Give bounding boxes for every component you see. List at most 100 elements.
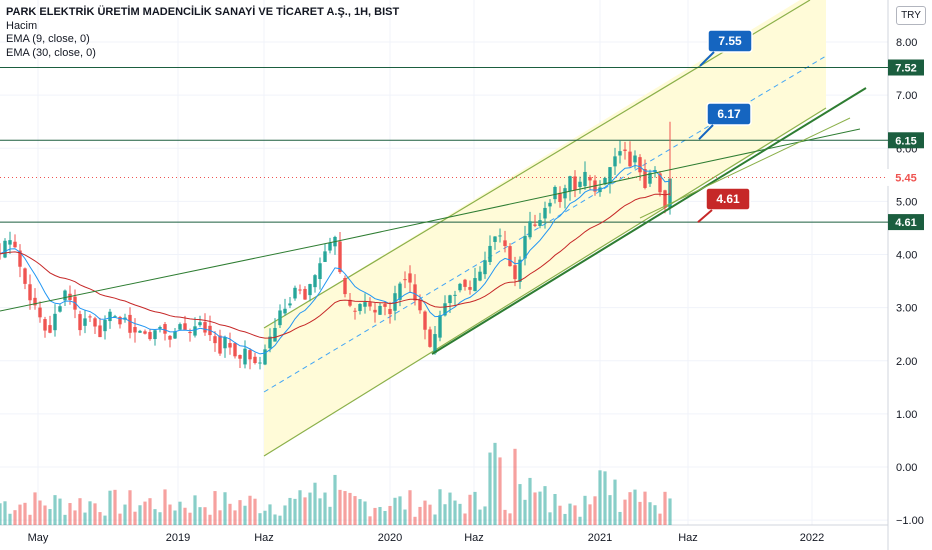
callout-pointer bbox=[699, 51, 715, 67]
volume-bar bbox=[163, 489, 167, 525]
candle-body bbox=[638, 157, 642, 173]
price-label-text: 4.61 bbox=[895, 217, 916, 229]
time-tick-label: Haz bbox=[254, 532, 274, 544]
candle-body bbox=[113, 316, 117, 318]
candle-body bbox=[613, 156, 617, 167]
volume-bar bbox=[543, 486, 547, 525]
volume-bar bbox=[498, 457, 502, 525]
volume-bar bbox=[183, 507, 187, 525]
price-label-text: 7.52 bbox=[895, 63, 916, 75]
volume-bar bbox=[663, 491, 667, 525]
volume-bar bbox=[153, 509, 157, 525]
candle-body bbox=[428, 329, 432, 347]
candle-body bbox=[543, 207, 547, 219]
price-label-5.45: 5.45 bbox=[887, 168, 925, 186]
volume-bar bbox=[388, 505, 392, 525]
volume-bar bbox=[433, 514, 437, 525]
price-label-bg bbox=[887, 168, 925, 186]
volume-bar bbox=[208, 514, 212, 525]
candle-body bbox=[513, 265, 517, 280]
volume-bar bbox=[573, 505, 577, 525]
volume-bar bbox=[488, 452, 492, 525]
volume-bar bbox=[238, 500, 242, 525]
price-label-text: 5.45 bbox=[895, 172, 916, 184]
volume-bar bbox=[478, 509, 482, 525]
candle-body bbox=[183, 323, 187, 330]
callout-label: 6.17 bbox=[717, 107, 741, 121]
indicator-ema30[interactable]: EMA (30, close, 0) bbox=[6, 46, 96, 59]
volume-bar bbox=[213, 491, 217, 525]
candle-body bbox=[328, 242, 332, 251]
candle-body bbox=[98, 325, 102, 338]
candle-body bbox=[343, 277, 347, 295]
horizontal-levels bbox=[0, 67, 888, 223]
price-label-6.15: 6.15 bbox=[888, 132, 924, 149]
volume-bar bbox=[398, 496, 402, 525]
candle-body bbox=[608, 167, 612, 184]
volume-bar bbox=[148, 498, 152, 525]
volume-bar bbox=[83, 512, 87, 525]
candle-body bbox=[438, 315, 442, 338]
callout-box bbox=[705, 187, 751, 211]
price-label-4.61: 4.61 bbox=[888, 214, 924, 231]
volume-bar bbox=[368, 516, 372, 525]
candle-body bbox=[203, 322, 207, 333]
candle-body bbox=[178, 324, 182, 330]
volume-bar bbox=[88, 501, 92, 525]
candle-body bbox=[648, 172, 652, 184]
candle-body bbox=[443, 303, 447, 316]
candle-body bbox=[508, 246, 512, 267]
volume-bar bbox=[323, 492, 327, 525]
volume-bar bbox=[333, 474, 337, 525]
price-label-bg bbox=[888, 214, 924, 231]
volume-bar bbox=[28, 514, 32, 525]
candle-body bbox=[228, 343, 232, 348]
price-label-bg bbox=[888, 59, 924, 76]
volume-bar bbox=[658, 513, 662, 525]
volume-bar bbox=[483, 506, 487, 525]
volume-bar bbox=[418, 506, 422, 525]
ema-lines bbox=[0, 164, 671, 355]
candle-body bbox=[473, 278, 477, 292]
volume-bar bbox=[428, 504, 432, 525]
callout-box bbox=[707, 29, 753, 53]
callout-pointer bbox=[697, 209, 713, 223]
volume-bar bbox=[338, 489, 342, 525]
candle-body bbox=[93, 318, 97, 327]
volume-bar bbox=[653, 505, 657, 525]
candle-body bbox=[348, 299, 352, 306]
callout-4.61: 4.61 bbox=[697, 187, 751, 223]
candle-body bbox=[623, 149, 627, 151]
price-label-bg bbox=[888, 132, 924, 149]
candle-body bbox=[3, 240, 7, 258]
volume-bar bbox=[393, 497, 397, 525]
price-label-text: 6.15 bbox=[895, 135, 916, 147]
volume-bar bbox=[33, 492, 37, 525]
indicator-ema9[interactable]: EMA (9, close, 0) bbox=[6, 33, 90, 45]
volume-bar bbox=[18, 504, 22, 525]
candles bbox=[0, 121, 672, 370]
candle-body bbox=[388, 308, 392, 315]
ema-30-line bbox=[0, 193, 671, 339]
candle-body bbox=[448, 295, 452, 304]
candle-body bbox=[323, 251, 327, 262]
candle-body bbox=[273, 327, 277, 342]
currency-button[interactable]: TRY bbox=[896, 6, 926, 25]
candle-body bbox=[518, 259, 522, 282]
time-tick-label: 2020 bbox=[378, 532, 402, 544]
volume-bar bbox=[518, 484, 522, 525]
resistance-trendline-ext bbox=[337, 128, 861, 242]
volume-bar bbox=[0, 503, 2, 525]
volume-bar bbox=[463, 513, 467, 525]
candle-body bbox=[43, 319, 47, 331]
volume-bar bbox=[128, 490, 132, 525]
indicator-volume[interactable]: Hacim bbox=[6, 19, 38, 32]
candle-body bbox=[198, 322, 202, 326]
time-tick-label: 2019 bbox=[166, 532, 190, 544]
candle-body bbox=[18, 250, 22, 267]
volume-bar bbox=[383, 510, 387, 525]
candle-body bbox=[523, 235, 527, 259]
channel-lower bbox=[263, 107, 827, 457]
candle-body bbox=[268, 336, 272, 349]
